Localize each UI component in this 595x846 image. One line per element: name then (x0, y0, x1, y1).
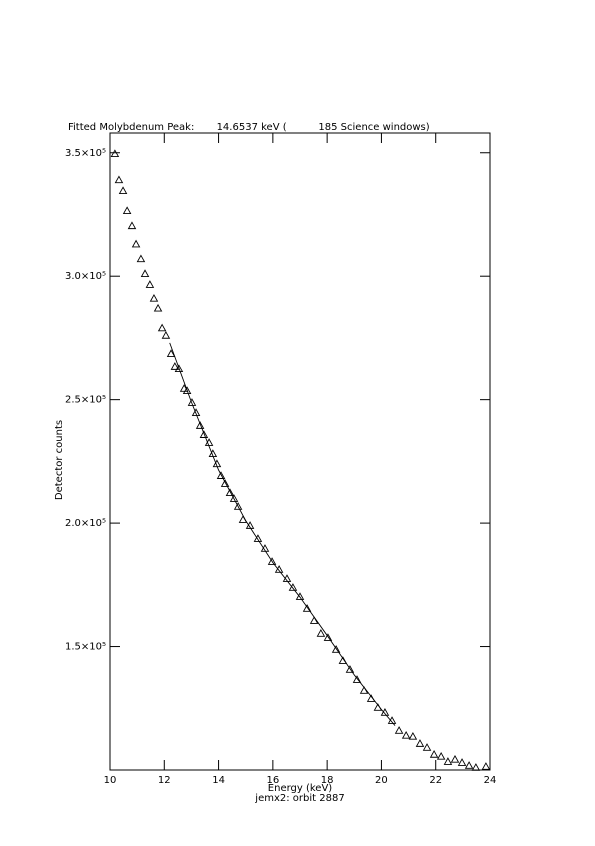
data-point (233, 502, 243, 510)
data-point (161, 331, 171, 339)
x-tick-label: 22 (429, 775, 442, 786)
data-point (131, 239, 141, 248)
data-point (157, 323, 167, 332)
data-point (199, 430, 209, 438)
data-point (140, 269, 150, 277)
data-point (216, 471, 226, 479)
data-point (295, 592, 305, 600)
data-point (118, 186, 128, 195)
data-point (267, 557, 277, 565)
data-point (422, 743, 432, 751)
data-point (110, 149, 120, 157)
data-point (187, 398, 197, 406)
data-point (415, 739, 425, 747)
data-point (481, 762, 491, 770)
data-point (471, 763, 481, 771)
subtitle: jemx2: orbit 2887 (254, 793, 344, 804)
data-point (443, 757, 453, 765)
data-point (153, 303, 163, 312)
data-point (323, 633, 333, 641)
data-point (464, 761, 474, 769)
data-point (394, 726, 404, 734)
data-point (122, 206, 132, 215)
x-axis-label: Energy (keV) (268, 783, 333, 794)
data-point (331, 645, 341, 653)
chart-title: Fitted Molybdenum Peak: 14.6537 keV ( 18… (68, 122, 430, 133)
x-tick-label: 20 (375, 775, 388, 786)
y-tick-label: 2.5×10⁵ (65, 395, 106, 406)
data-point (225, 488, 235, 496)
data-point (127, 221, 137, 230)
data-point (274, 565, 284, 573)
y-tick-label: 1.5×10⁵ (65, 642, 106, 653)
data-point (174, 364, 184, 373)
data-point (401, 731, 411, 739)
data-point (166, 349, 176, 357)
data-point (182, 386, 192, 395)
data-point (345, 665, 355, 673)
y-tick-label: 2.0×10⁵ (65, 518, 106, 529)
data-point (253, 534, 263, 542)
y-tick-label: 3.0×10⁵ (65, 271, 106, 282)
data-point (457, 758, 467, 766)
data-point (114, 175, 124, 184)
data-point (408, 731, 418, 740)
x-tick-label: 10 (104, 775, 117, 786)
plot-frame (109, 132, 491, 771)
data-point (352, 675, 362, 683)
y-tick-label: 3.5×10⁵ (65, 148, 106, 159)
x-tick-label: 14 (212, 775, 225, 786)
data-point (436, 751, 446, 760)
data-point (149, 293, 159, 302)
x-tick-label: 18 (321, 775, 334, 786)
x-tick-label: 24 (484, 775, 497, 786)
data-point (145, 280, 155, 288)
y-axis-label: Detector counts (54, 420, 65, 500)
data-point (429, 750, 439, 758)
data-point (170, 362, 180, 370)
data-point (229, 494, 239, 502)
data-point (220, 479, 230, 487)
data-point (450, 754, 460, 763)
data-point (195, 421, 205, 429)
data-point (316, 629, 326, 637)
data-point (302, 604, 312, 612)
data-point (288, 583, 298, 591)
data-point (136, 254, 146, 263)
x-tick-label: 12 (158, 775, 171, 786)
x-tick-label: 16 (266, 775, 279, 786)
fit-line (169, 342, 396, 726)
data-point (191, 408, 201, 416)
